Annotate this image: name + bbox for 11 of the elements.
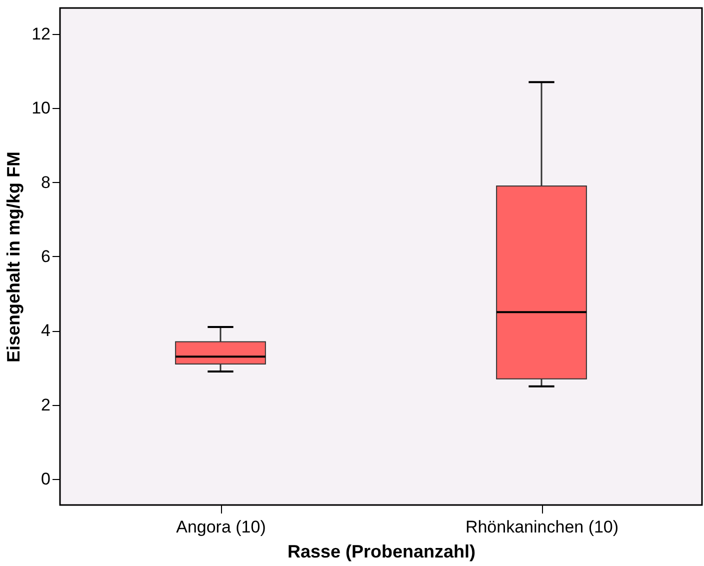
x-tick-label: Angora (10) — [176, 518, 266, 536]
y-tick-label: 10 — [32, 98, 50, 118]
y-tick-label: 8 — [41, 172, 50, 192]
x-tick-label: Rhönkaninchen (10) — [465, 518, 619, 536]
y-tick-label: 12 — [32, 24, 50, 44]
y-tick-label: 2 — [41, 395, 50, 414]
y-axis-title: Eisengehalt in mg/kg FM — [4, 151, 24, 363]
y-tick-label: 6 — [41, 247, 50, 266]
y-tick-label: 4 — [41, 321, 50, 340]
y-tick-label: 0 — [41, 470, 50, 489]
x-axis-title: Rasse (Probenanzahl) — [287, 542, 476, 562]
